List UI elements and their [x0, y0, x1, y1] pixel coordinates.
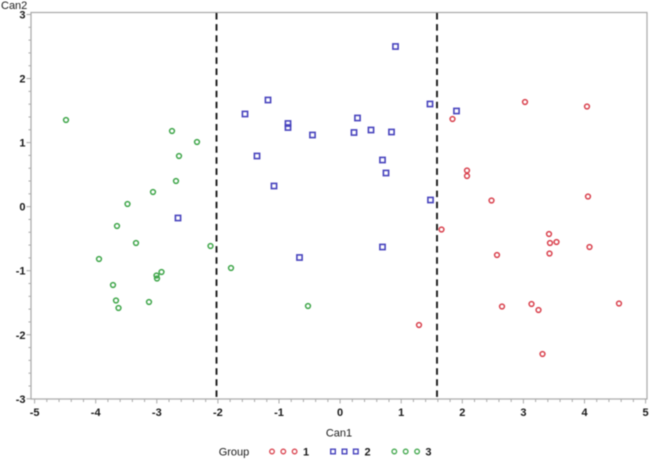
svg-text:Can2: Can2 [1, 0, 27, 12]
svg-text:2: 2 [459, 407, 465, 419]
svg-text:Group: Group [219, 447, 250, 459]
svg-text:-1: -1 [274, 407, 284, 419]
svg-text:-3: -3 [16, 394, 26, 406]
svg-text:2: 2 [19, 74, 25, 86]
svg-text:1: 1 [398, 407, 404, 419]
svg-text:-3: -3 [152, 407, 162, 419]
svg-text:3: 3 [19, 10, 25, 22]
svg-text:0: 0 [337, 407, 343, 419]
svg-text:5: 5 [643, 407, 649, 419]
svg-text:4: 4 [581, 407, 588, 419]
svg-text:2: 2 [365, 447, 371, 459]
svg-text:Can1: Can1 [326, 428, 352, 440]
svg-text:3: 3 [520, 407, 526, 419]
svg-text:-1: -1 [16, 266, 26, 278]
svg-text:-4: -4 [91, 407, 102, 419]
svg-text:-2: -2 [213, 407, 223, 419]
svg-text:1: 1 [303, 447, 309, 459]
svg-text:-5: -5 [30, 407, 40, 419]
svg-text:3: 3 [425, 447, 431, 459]
svg-text:-2: -2 [16, 330, 26, 342]
svg-text:0: 0 [19, 202, 25, 214]
svg-text:1: 1 [19, 138, 25, 150]
